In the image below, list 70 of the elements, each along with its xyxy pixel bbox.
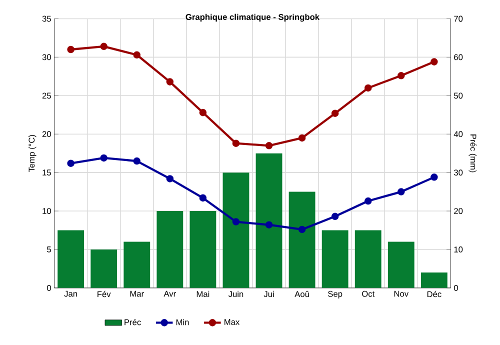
x-tick-label: Déc — [427, 290, 442, 298]
point — [398, 188, 405, 196]
point — [100, 154, 108, 162]
point — [298, 226, 306, 234]
bar — [256, 153, 282, 288]
y-tick-label: 20 — [42, 131, 51, 137]
legend-label: Préc — [124, 318, 141, 326]
y2-tick-label: 20 — [454, 208, 463, 214]
point — [232, 218, 240, 226]
bar — [156, 210, 184, 288]
bar — [58, 230, 84, 288]
y2-tick-label: 50 — [454, 92, 463, 99]
x-tick-label: Avr — [164, 290, 176, 297]
point — [67, 46, 74, 54]
y2-axis-title: Préc (mm) — [468, 134, 477, 172]
point — [166, 78, 174, 86]
bar — [420, 272, 448, 288]
point — [232, 140, 240, 147]
point — [331, 110, 339, 117]
point — [199, 194, 207, 202]
bar — [90, 249, 118, 288]
x-tick-label: Mai — [196, 290, 210, 297]
y2-tick-label: 30 — [454, 170, 463, 176]
point — [199, 108, 207, 116]
y-tick-label: 10 — [42, 208, 51, 214]
x-tick-label: Oct — [362, 290, 375, 297]
bar — [354, 230, 382, 288]
legend-label: Min — [176, 318, 189, 326]
chart-title: Graphique climatique - Springbok — [186, 14, 320, 22]
y-tick-label: 15 — [42, 170, 51, 176]
bar — [124, 242, 150, 288]
point — [166, 175, 174, 182]
x-tick-label: Aoû — [294, 290, 309, 298]
y2-tick-label: 40 — [454, 131, 463, 137]
point — [331, 212, 339, 220]
y-tick-label: 5 — [47, 246, 51, 252]
bar — [222, 172, 250, 288]
point — [364, 84, 372, 92]
y2-tick-label: 10 — [454, 246, 463, 252]
y2-tick-label: 0 — [454, 284, 458, 291]
point — [67, 160, 74, 167]
point — [133, 51, 141, 58]
point — [430, 58, 438, 66]
x-tick-label: Jui — [264, 290, 274, 297]
y-tick-label: 35 — [42, 16, 51, 22]
point — [430, 173, 438, 181]
point — [298, 134, 306, 142]
point — [265, 142, 273, 150]
point — [265, 221, 273, 228]
y-tick-label: 30 — [42, 54, 51, 60]
y-tick-label: 0 — [46, 284, 51, 291]
y-tick-label: 25 — [42, 92, 51, 99]
y-axis-title: Temp (°C) — [28, 134, 36, 172]
point — [133, 157, 141, 165]
point — [364, 197, 372, 205]
point — [100, 42, 108, 50]
x-tick-label: Jan — [64, 290, 77, 297]
bar — [388, 242, 414, 288]
legend-label: Max — [224, 319, 240, 325]
x-tick-label: Juin — [228, 290, 244, 297]
x-tick-label: Sep — [328, 290, 342, 298]
point — [398, 72, 405, 80]
bar — [190, 210, 216, 288]
bar — [322, 230, 348, 288]
y2-tick-label: 60 — [454, 54, 463, 60]
bar — [288, 192, 316, 288]
x-tick-label: Nov — [394, 290, 409, 297]
y2-tick-label: 70 — [454, 16, 463, 22]
x-tick-label: Mar — [130, 290, 144, 297]
x-tick-label: Fév — [98, 290, 111, 298]
